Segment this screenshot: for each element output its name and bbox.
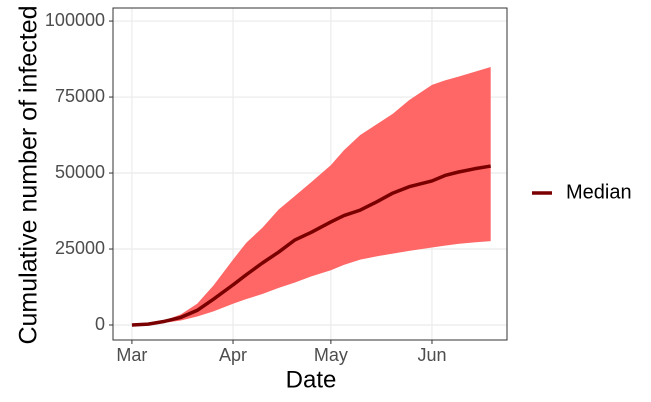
y-tick-label: 100000	[45, 10, 105, 30]
x-tick-label: May	[314, 345, 348, 365]
panel-border	[112, 7, 508, 341]
x-tick-label: Jun	[417, 345, 446, 365]
y-tick-label: 25000	[55, 238, 105, 258]
legend-label: Median	[566, 181, 632, 203]
y-tick-label: 50000	[55, 162, 105, 182]
x-tick-label: Mar	[116, 345, 147, 365]
y-tick-label: 75000	[55, 86, 105, 106]
y-tick-label: 0	[95, 314, 105, 334]
ribbon	[131, 66, 491, 326]
x-tick-label: Apr	[219, 345, 247, 365]
median-line	[131, 164, 491, 327]
x-axis-title: Date	[286, 366, 337, 393]
y-axis-title: Cumulative number of infected	[15, 5, 43, 344]
